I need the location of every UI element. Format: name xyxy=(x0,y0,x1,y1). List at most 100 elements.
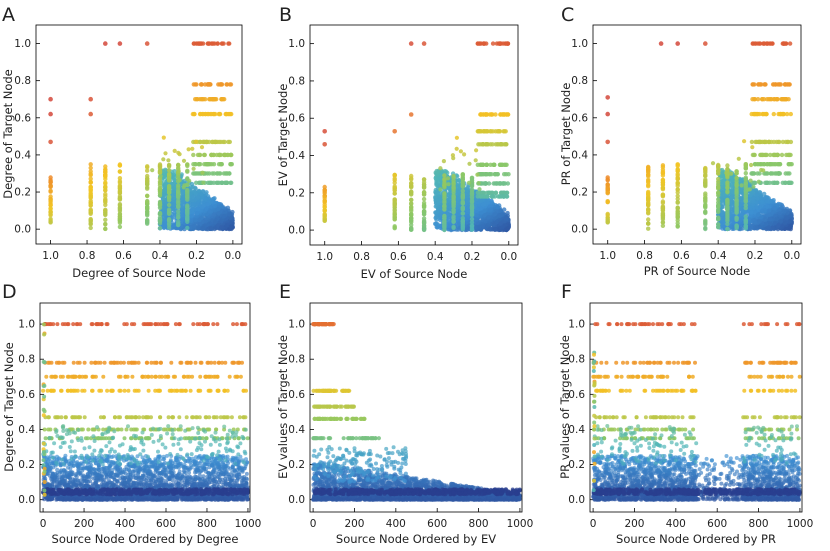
data-point-B xyxy=(502,142,507,147)
data-point-A xyxy=(191,162,196,167)
data-point-A xyxy=(190,146,195,151)
data-point-B xyxy=(460,211,465,216)
data-point-A xyxy=(176,222,181,228)
data-point-B xyxy=(488,129,493,134)
plot-area-B: 1.0 0.8 0.6 0.4 0.2 0.00.00.20.40.60.81.0 xyxy=(288,38,517,263)
data-point-A xyxy=(145,204,150,210)
data-point-A xyxy=(225,152,230,158)
data-point-A xyxy=(206,41,211,46)
data-point-A xyxy=(145,193,150,199)
data-point-A xyxy=(48,96,53,102)
data-point-A xyxy=(48,216,53,222)
data-point-B xyxy=(483,219,488,224)
data-point-A xyxy=(219,225,224,230)
x-tick-label-B: 0.0 xyxy=(500,251,517,263)
data-point-B xyxy=(322,198,327,203)
data-point-A xyxy=(117,180,123,185)
data-point-A xyxy=(166,190,172,196)
panel-letter-B: B xyxy=(279,4,292,26)
data-point-A xyxy=(212,97,217,102)
data-point-A xyxy=(202,152,207,158)
data-point-A xyxy=(176,189,181,195)
y-tick-label-B: 0.0 xyxy=(288,225,305,237)
data-point-A xyxy=(197,41,202,46)
data-point-A xyxy=(166,171,172,177)
data-point-A xyxy=(157,185,163,191)
data-point-B xyxy=(451,184,456,190)
x-tick-label-A: 0.6 xyxy=(115,250,132,262)
data-point-A xyxy=(117,219,123,224)
data-point-B xyxy=(409,192,414,197)
data-point-A xyxy=(157,225,163,231)
data-point-B xyxy=(495,142,500,147)
data-point-A xyxy=(117,214,123,219)
data-point-A xyxy=(219,162,224,167)
data-point-A xyxy=(206,111,211,117)
y-tick-label-C: 0.4 xyxy=(571,149,588,161)
data-point-B xyxy=(442,224,447,229)
data-point-A xyxy=(176,198,181,203)
data-point-B xyxy=(451,156,456,161)
data-point-B xyxy=(493,211,498,217)
data-point-B xyxy=(480,223,485,228)
data-point-B xyxy=(451,224,456,229)
data-point-B xyxy=(434,221,439,227)
data-point-B xyxy=(504,194,510,199)
data-point-B xyxy=(469,203,475,209)
data-point-A xyxy=(181,158,187,163)
data-point-B xyxy=(488,207,494,212)
data-point-A xyxy=(194,82,199,87)
data-point-A xyxy=(88,165,93,171)
data-point-B xyxy=(392,224,397,229)
data-point-A xyxy=(217,111,222,117)
data-point-A xyxy=(197,152,202,158)
data-point-A xyxy=(166,202,172,208)
data-point-B xyxy=(494,181,499,186)
data-point-B xyxy=(451,210,456,215)
data-point-A xyxy=(194,201,200,207)
data-point-A xyxy=(166,207,172,212)
x-axis-label-B: EV of Source Node xyxy=(361,267,468,281)
data-point-A xyxy=(222,139,227,145)
data-point-A xyxy=(205,82,210,87)
data-point-A xyxy=(157,180,163,186)
data-point-A xyxy=(199,145,205,150)
data-point-B xyxy=(409,219,414,225)
data-point-A xyxy=(193,97,198,102)
data-point-B xyxy=(322,214,327,219)
data-point-B xyxy=(485,142,490,147)
data-point-B xyxy=(442,219,447,224)
data-point-B xyxy=(467,161,472,166)
data-point-B xyxy=(434,213,439,219)
data-point-A xyxy=(117,163,123,168)
data-point-B xyxy=(421,185,427,190)
data-point-A xyxy=(208,180,213,185)
data-point-A xyxy=(158,174,163,179)
data-point-B xyxy=(434,181,439,186)
x-tick-label-A: 0.2 xyxy=(188,250,205,262)
data-point-A xyxy=(185,217,190,222)
data-point-A xyxy=(48,199,53,204)
data-point-A xyxy=(228,162,234,167)
x-tick-label-B: 1.0 xyxy=(316,251,333,263)
data-point-A xyxy=(48,175,53,180)
data-point-B xyxy=(486,214,491,220)
data-point-A xyxy=(202,162,207,167)
data-point-A xyxy=(103,187,108,193)
data-point-A xyxy=(198,82,204,87)
data-point-A xyxy=(229,152,234,158)
data-point-B xyxy=(491,162,496,167)
data-point-A xyxy=(182,183,187,188)
data-point-B xyxy=(392,188,397,193)
data-point-B xyxy=(392,184,397,189)
data-point-B xyxy=(474,217,479,222)
data-point-A xyxy=(145,221,150,226)
data-point-B xyxy=(469,223,475,228)
data-point-A xyxy=(200,226,205,231)
data-point-A xyxy=(185,168,190,173)
data-point-B xyxy=(446,182,451,187)
data-point-B xyxy=(451,214,456,219)
data-point-B xyxy=(392,208,397,213)
data-point-B xyxy=(475,41,481,46)
data-point-A xyxy=(194,139,199,144)
